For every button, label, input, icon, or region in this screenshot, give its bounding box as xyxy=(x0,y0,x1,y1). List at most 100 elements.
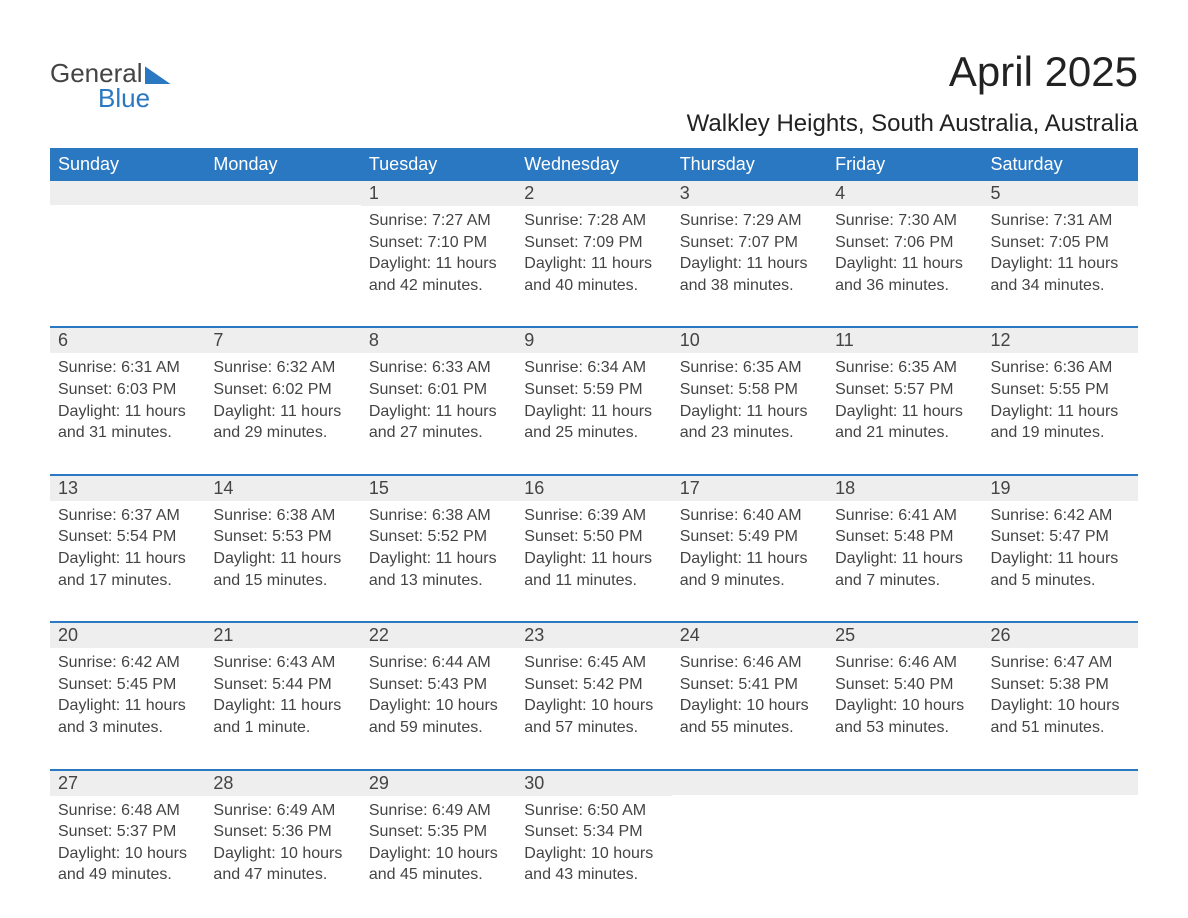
day-details: Sunrise: 6:37 AMSunset: 5:54 PMDaylight:… xyxy=(50,501,205,621)
sunrise-text: Sunrise: 6:41 AM xyxy=(835,505,974,527)
sunset-text: Sunset: 5:44 PM xyxy=(213,674,352,696)
calendar-cell: 30Sunrise: 6:50 AMSunset: 5:34 PMDayligh… xyxy=(516,770,671,916)
day-details: Sunrise: 6:42 AMSunset: 5:45 PMDaylight:… xyxy=(50,648,205,768)
calendar-cell: 25Sunrise: 6:46 AMSunset: 5:40 PMDayligh… xyxy=(827,622,982,769)
sunrise-text: Sunrise: 6:45 AM xyxy=(524,652,663,674)
day-details: Sunrise: 6:41 AMSunset: 5:48 PMDaylight:… xyxy=(827,501,982,621)
weekday-header: Friday xyxy=(827,148,982,181)
calendar-cell xyxy=(50,181,205,327)
calendar-cell: 4Sunrise: 7:30 AMSunset: 7:06 PMDaylight… xyxy=(827,181,982,327)
daylight-text: Daylight: 11 hours and 34 minutes. xyxy=(991,253,1130,296)
sunset-text: Sunset: 5:37 PM xyxy=(58,821,197,843)
calendar-cell: 17Sunrise: 6:40 AMSunset: 5:49 PMDayligh… xyxy=(672,475,827,622)
day-number: 18 xyxy=(827,476,982,501)
calendar-cell: 28Sunrise: 6:49 AMSunset: 5:36 PMDayligh… xyxy=(205,770,360,916)
header: General Blue April 2025 Walkley Heights,… xyxy=(50,48,1138,144)
weekday-header: Saturday xyxy=(983,148,1138,181)
daylight-text: Daylight: 11 hours and 42 minutes. xyxy=(369,253,508,296)
day-number: 13 xyxy=(50,476,205,501)
sunset-text: Sunset: 5:43 PM xyxy=(369,674,508,696)
daylight-text: Daylight: 11 hours and 1 minute. xyxy=(213,695,352,738)
sunset-text: Sunset: 5:40 PM xyxy=(835,674,974,696)
day-number: 3 xyxy=(672,181,827,206)
weekday-header: Sunday xyxy=(50,148,205,181)
day-number: 10 xyxy=(672,328,827,353)
calendar-cell: 29Sunrise: 6:49 AMSunset: 5:35 PMDayligh… xyxy=(361,770,516,916)
sunrise-text: Sunrise: 6:50 AM xyxy=(524,800,663,822)
weekday-header-row: Sunday Monday Tuesday Wednesday Thursday… xyxy=(50,148,1138,181)
sunrise-text: Sunrise: 7:28 AM xyxy=(524,210,663,232)
daylight-text: Daylight: 10 hours and 47 minutes. xyxy=(213,843,352,886)
day-details: Sunrise: 6:39 AMSunset: 5:50 PMDaylight:… xyxy=(516,501,671,621)
day-number: 19 xyxy=(983,476,1138,501)
calendar-table: Sunday Monday Tuesday Wednesday Thursday… xyxy=(50,148,1138,916)
daylight-text: Daylight: 11 hours and 15 minutes. xyxy=(213,548,352,591)
daylight-text: Daylight: 11 hours and 27 minutes. xyxy=(369,401,508,444)
daylight-text: Daylight: 11 hours and 19 minutes. xyxy=(991,401,1130,444)
calendar-cell: 14Sunrise: 6:38 AMSunset: 5:53 PMDayligh… xyxy=(205,475,360,622)
sunrise-text: Sunrise: 6:35 AM xyxy=(680,357,819,379)
weekday-header: Thursday xyxy=(672,148,827,181)
calendar-cell: 3Sunrise: 7:29 AMSunset: 7:07 PMDaylight… xyxy=(672,181,827,327)
sunset-text: Sunset: 6:01 PM xyxy=(369,379,508,401)
sunrise-text: Sunrise: 6:36 AM xyxy=(991,357,1130,379)
sunset-text: Sunset: 5:38 PM xyxy=(991,674,1130,696)
day-details: Sunrise: 7:27 AMSunset: 7:10 PMDaylight:… xyxy=(361,206,516,326)
calendar-cell: 7Sunrise: 6:32 AMSunset: 6:02 PMDaylight… xyxy=(205,327,360,474)
sunrise-text: Sunrise: 6:33 AM xyxy=(369,357,508,379)
day-number: 16 xyxy=(516,476,671,501)
sunset-text: Sunset: 5:47 PM xyxy=(991,526,1130,548)
daylight-text: Daylight: 11 hours and 17 minutes. xyxy=(58,548,197,591)
calendar-cell: 11Sunrise: 6:35 AMSunset: 5:57 PMDayligh… xyxy=(827,327,982,474)
daylight-text: Daylight: 11 hours and 25 minutes. xyxy=(524,401,663,444)
daylight-text: Daylight: 10 hours and 53 minutes. xyxy=(835,695,974,738)
day-number: 27 xyxy=(50,771,205,796)
sunset-text: Sunset: 5:52 PM xyxy=(369,526,508,548)
daylight-text: Daylight: 11 hours and 13 minutes. xyxy=(369,548,508,591)
sunset-text: Sunset: 5:55 PM xyxy=(991,379,1130,401)
calendar-cell xyxy=(983,770,1138,916)
daylight-text: Daylight: 10 hours and 49 minutes. xyxy=(58,843,197,886)
day-details: Sunrise: 6:46 AMSunset: 5:41 PMDaylight:… xyxy=(672,648,827,768)
calendar-cell: 16Sunrise: 6:39 AMSunset: 5:50 PMDayligh… xyxy=(516,475,671,622)
weekday-header: Tuesday xyxy=(361,148,516,181)
day-details: Sunrise: 6:33 AMSunset: 6:01 PMDaylight:… xyxy=(361,353,516,473)
calendar-cell xyxy=(827,770,982,916)
day-number: 12 xyxy=(983,328,1138,353)
day-details: Sunrise: 6:49 AMSunset: 5:35 PMDaylight:… xyxy=(361,796,516,916)
sunrise-text: Sunrise: 6:44 AM xyxy=(369,652,508,674)
sunset-text: Sunset: 5:35 PM xyxy=(369,821,508,843)
day-details: Sunrise: 7:30 AMSunset: 7:06 PMDaylight:… xyxy=(827,206,982,326)
day-number: 28 xyxy=(205,771,360,796)
daylight-text: Daylight: 11 hours and 5 minutes. xyxy=(991,548,1130,591)
logo-flag-icon xyxy=(145,66,171,84)
day-number: 29 xyxy=(361,771,516,796)
calendar-week-row: 1Sunrise: 7:27 AMSunset: 7:10 PMDaylight… xyxy=(50,181,1138,327)
day-number: 21 xyxy=(205,623,360,648)
day-details: Sunrise: 7:31 AMSunset: 7:05 PMDaylight:… xyxy=(983,206,1138,326)
daylight-text: Daylight: 11 hours and 7 minutes. xyxy=(835,548,974,591)
calendar-week-row: 6Sunrise: 6:31 AMSunset: 6:03 PMDaylight… xyxy=(50,327,1138,474)
sunrise-text: Sunrise: 6:49 AM xyxy=(369,800,508,822)
sunrise-text: Sunrise: 7:27 AM xyxy=(369,210,508,232)
day-details: Sunrise: 6:35 AMSunset: 5:57 PMDaylight:… xyxy=(827,353,982,473)
daylight-text: Daylight: 11 hours and 29 minutes. xyxy=(213,401,352,444)
day-number: 4 xyxy=(827,181,982,206)
daylight-text: Daylight: 11 hours and 23 minutes. xyxy=(680,401,819,444)
calendar-cell: 9Sunrise: 6:34 AMSunset: 5:59 PMDaylight… xyxy=(516,327,671,474)
location-subtitle: Walkley Heights, South Australia, Austra… xyxy=(687,110,1138,138)
sunrise-text: Sunrise: 6:47 AM xyxy=(991,652,1130,674)
sunset-text: Sunset: 5:54 PM xyxy=(58,526,197,548)
day-number: 15 xyxy=(361,476,516,501)
day-details: Sunrise: 7:28 AMSunset: 7:09 PMDaylight:… xyxy=(516,206,671,326)
daylight-text: Daylight: 11 hours and 9 minutes. xyxy=(680,548,819,591)
calendar-cell: 21Sunrise: 6:43 AMSunset: 5:44 PMDayligh… xyxy=(205,622,360,769)
calendar-cell: 2Sunrise: 7:28 AMSunset: 7:09 PMDaylight… xyxy=(516,181,671,327)
calendar-cell: 22Sunrise: 6:44 AMSunset: 5:43 PMDayligh… xyxy=(361,622,516,769)
day-number: 8 xyxy=(361,328,516,353)
sunset-text: Sunset: 5:41 PM xyxy=(680,674,819,696)
sunset-text: Sunset: 6:02 PM xyxy=(213,379,352,401)
sunrise-text: Sunrise: 6:38 AM xyxy=(369,505,508,527)
calendar-cell xyxy=(205,181,360,327)
daylight-text: Daylight: 10 hours and 59 minutes. xyxy=(369,695,508,738)
